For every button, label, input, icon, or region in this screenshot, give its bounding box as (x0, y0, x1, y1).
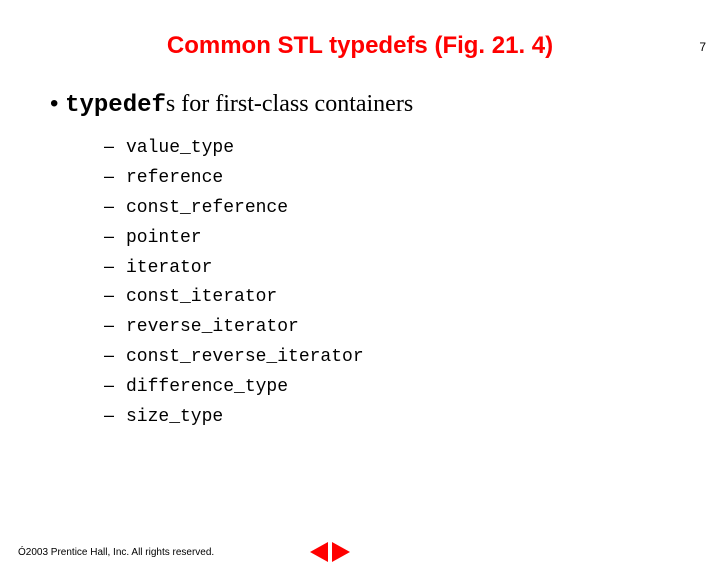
dash-icon: – (104, 133, 126, 161)
list-item-label: reference (126, 168, 223, 188)
list-item: –reverse_iterator (104, 312, 720, 342)
list-item-label: const_reference (126, 198, 288, 218)
footer: Ó 2003 Prentice Hall, Inc. All rights re… (18, 547, 214, 558)
page-number: 7 (699, 40, 706, 54)
list-item: –const_reference (104, 193, 720, 223)
dash-icon: – (104, 342, 126, 370)
dash-icon: – (104, 312, 126, 340)
list-item-label: iterator (126, 258, 212, 278)
bullet-marker: • (50, 90, 58, 117)
copyright-symbol: Ó (18, 547, 26, 558)
list-item: –value_type (104, 133, 720, 163)
nav-next-icon[interactable] (332, 542, 350, 562)
list-item-label: const_reverse_iterator (126, 347, 364, 367)
bullet-code: typedef (65, 92, 166, 119)
list-item-label: difference_type (126, 377, 288, 397)
bullet-text: s for first-class containers (166, 91, 413, 117)
dash-icon: – (104, 372, 126, 400)
list-item: –const_reverse_iterator (104, 342, 720, 372)
list-item-label: value_type (126, 138, 234, 158)
nav-prev-icon[interactable] (310, 542, 328, 562)
dash-icon: – (104, 402, 126, 430)
list-item: –iterator (104, 253, 720, 283)
bullet-main: • typedefs for first-class containers (50, 90, 720, 119)
slide-title: Common STL typedefs (Fig. 21. 4) (0, 32, 720, 60)
list-item: –pointer (104, 223, 720, 253)
dash-icon: – (104, 282, 126, 310)
dash-icon: – (104, 193, 126, 221)
copyright-text: 2003 Prentice Hall, Inc. All rights rese… (26, 547, 214, 558)
list-item: –reference (104, 163, 720, 193)
list-item-label: const_iterator (126, 287, 277, 307)
list-item-label: pointer (126, 228, 202, 248)
list-item-label: size_type (126, 407, 223, 427)
nav-icons (310, 542, 350, 562)
dash-icon: – (104, 253, 126, 281)
list-item-label: reverse_iterator (126, 317, 299, 337)
list-item: –difference_type (104, 372, 720, 402)
dash-icon: – (104, 163, 126, 191)
dash-icon: – (104, 223, 126, 251)
typedef-sublist: –value_type–reference–const_reference–po… (104, 133, 720, 432)
slide-content: • typedefs for first-class containers –v… (50, 90, 720, 432)
list-item: –size_type (104, 402, 720, 432)
list-item: –const_iterator (104, 282, 720, 312)
